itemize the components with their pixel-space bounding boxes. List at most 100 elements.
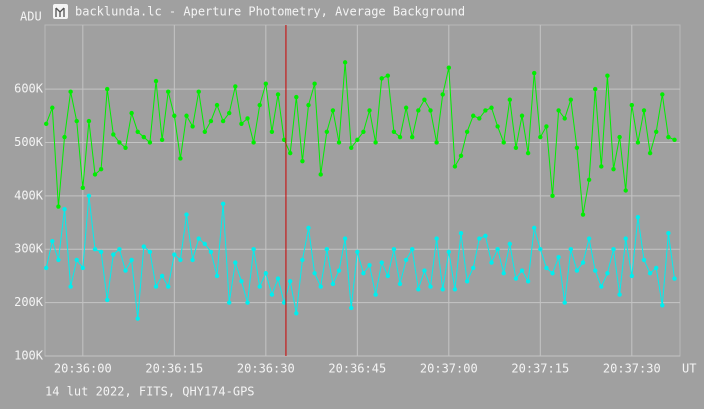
data-point xyxy=(532,70,537,76)
data-point xyxy=(105,297,110,303)
data-point xyxy=(538,247,543,252)
data-point xyxy=(92,172,98,177)
data-point xyxy=(507,97,513,102)
data-point xyxy=(178,156,183,161)
data-point xyxy=(391,247,397,252)
data-point xyxy=(208,118,214,124)
data-point xyxy=(281,137,287,142)
data-point xyxy=(672,276,677,281)
data-point xyxy=(538,134,543,140)
data-point xyxy=(172,252,177,257)
footer: 14 lut 2022, FITS, QHY174-GPS xyxy=(45,385,255,399)
data-point xyxy=(86,118,92,124)
data-point xyxy=(166,89,171,94)
data-point xyxy=(233,260,238,265)
data-point xyxy=(98,249,104,255)
data-point xyxy=(629,273,635,279)
data-point xyxy=(641,257,647,263)
data-point xyxy=(257,102,262,108)
data-point xyxy=(92,247,98,252)
data-point xyxy=(251,140,256,145)
data-point xyxy=(318,172,323,177)
data-point xyxy=(330,281,336,287)
x-tick-label: 20:37:15 xyxy=(511,362,569,376)
data-point xyxy=(367,108,372,113)
data-point xyxy=(342,60,348,65)
data-point xyxy=(135,316,140,321)
data-point xyxy=(483,108,488,113)
data-point xyxy=(141,134,147,140)
data-point xyxy=(312,271,317,276)
y-tick-label: 100K xyxy=(14,349,44,363)
data-point xyxy=(385,73,391,78)
data-point xyxy=(550,271,555,276)
data-point xyxy=(324,247,330,252)
data-point xyxy=(263,271,269,276)
data-point xyxy=(672,137,677,142)
data-point xyxy=(629,102,635,108)
data-point xyxy=(586,177,592,183)
data-point xyxy=(263,81,269,86)
data-point xyxy=(477,236,482,241)
data-point xyxy=(172,113,177,118)
data-point xyxy=(495,247,500,252)
data-point xyxy=(80,185,86,191)
data-point xyxy=(330,108,336,113)
data-point xyxy=(489,260,494,265)
data-point xyxy=(379,76,384,81)
data-point xyxy=(452,287,458,292)
series-line xyxy=(45,195,676,319)
data-point xyxy=(446,65,452,70)
data-point xyxy=(483,233,488,239)
data-point xyxy=(184,113,189,118)
y-tick-label: 500K xyxy=(14,135,44,149)
data-point xyxy=(422,268,427,273)
data-point xyxy=(617,292,622,297)
data-point xyxy=(385,273,391,279)
data-point xyxy=(428,284,433,289)
data-point xyxy=(306,102,311,108)
data-point xyxy=(202,129,208,134)
data-point xyxy=(373,140,378,145)
data-point xyxy=(74,257,79,263)
data-point xyxy=(568,247,574,252)
data-point xyxy=(373,292,378,297)
data-point xyxy=(202,241,208,247)
data-point xyxy=(501,140,506,145)
data-point xyxy=(44,121,49,126)
data-point xyxy=(288,150,293,156)
data-point xyxy=(599,284,604,289)
data-point xyxy=(440,92,445,97)
data-point xyxy=(458,231,464,236)
data-point xyxy=(166,284,171,289)
data-point xyxy=(605,73,610,78)
data-point xyxy=(574,268,580,273)
data-point xyxy=(349,145,354,150)
data-point xyxy=(349,305,354,311)
data-point xyxy=(532,225,537,231)
data-point xyxy=(666,231,671,236)
data-point xyxy=(580,212,586,217)
data-point xyxy=(159,273,165,279)
data-point xyxy=(397,281,403,287)
data-point xyxy=(464,279,470,284)
data-point xyxy=(660,92,665,97)
x-tick-label: 20:37:30 xyxy=(603,362,661,376)
data-point xyxy=(519,113,525,118)
data-point xyxy=(324,129,330,134)
data-point xyxy=(434,236,439,241)
data-point xyxy=(586,236,592,241)
data-point xyxy=(251,247,256,252)
data-point xyxy=(623,188,628,193)
data-point xyxy=(50,239,55,244)
data-point xyxy=(62,206,67,212)
data-point xyxy=(269,129,275,134)
data-point xyxy=(178,257,183,263)
data-point xyxy=(513,145,519,150)
data-point xyxy=(196,89,201,94)
data-point xyxy=(513,276,519,281)
data-point xyxy=(56,204,61,209)
data-point xyxy=(312,81,317,86)
data-point xyxy=(568,97,574,102)
data-point xyxy=(220,201,226,207)
